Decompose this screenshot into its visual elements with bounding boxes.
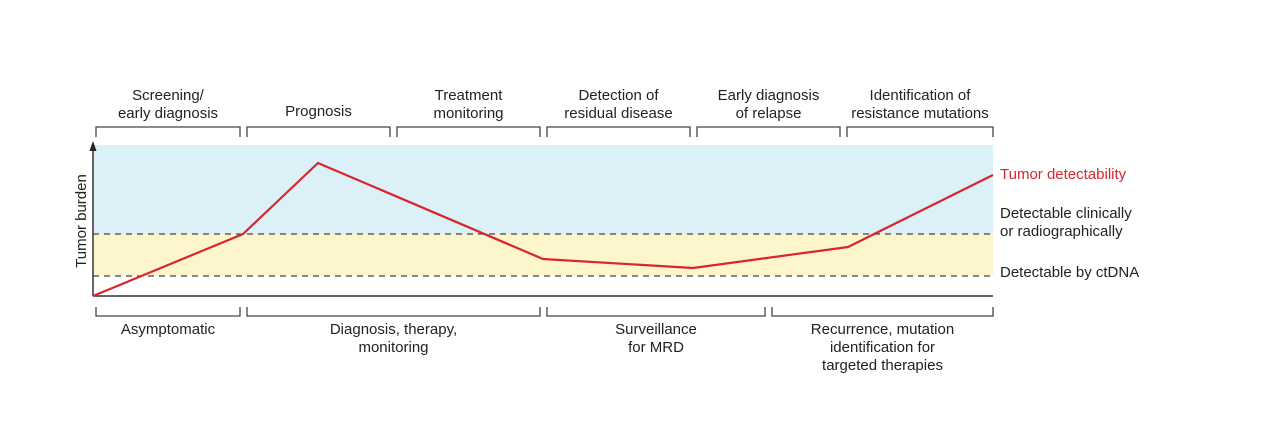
bottom-phase-bracket [771,307,994,317]
clinical-zone [93,145,993,234]
legend-clinical-label-2: or radiographically [1000,223,1123,240]
top-phase-label: of relapse [736,105,802,122]
top-phase-bracket [95,126,241,137]
bottom-phase-bracket [546,307,766,317]
bottom-phase-label: Diagnosis, therapy, [330,321,457,338]
top-phase-label: Screening/ [132,87,205,104]
legend-ctdna-label: Detectable by ctDNA [1000,264,1139,281]
y-axis-label: Tumor burden [73,174,90,268]
tumor-detectability-curve [92,161,994,298]
top-phase-label: Early diagnosis [718,87,820,104]
top-phase-bracket [246,126,391,137]
top-phase-label: Detection of [578,87,659,104]
bottom-phase-label: Recurrence, mutation [811,321,954,338]
top-phase-label: early diagnosis [118,105,218,122]
top-phase-label: residual disease [564,105,672,122]
bottom-phase-label: identification for [830,339,935,356]
bottom-phase-bracket [246,307,541,317]
legend-clinical-label-1: Detectable clinically [1000,205,1132,222]
top-phase-bracket [846,126,994,137]
top-phase-label: Prognosis [285,103,352,120]
top-phase-bracket [546,126,691,137]
y-axis-arrow-icon [89,141,97,151]
bottom-phase-label: for MRD [628,339,684,356]
bottom-phase-bracket [95,307,241,317]
top-phase-label: Treatment [435,87,504,104]
top-phase-label: resistance mutations [851,105,989,122]
top-phase-label: Identification of [870,87,972,104]
top-phase-bracket [396,126,541,137]
legend-curve-label: Tumor detectability [1000,166,1127,183]
ctdna-zone [93,234,993,276]
top-phase-bracket [696,126,841,137]
top-phase-label: monitoring [433,105,503,122]
bottom-phase-label: Asymptomatic [121,321,216,338]
bottom-phase-label: targeted therapies [822,357,943,374]
bottom-phase-label: monitoring [358,339,428,356]
bottom-phase-label: Surveillance [615,321,697,338]
